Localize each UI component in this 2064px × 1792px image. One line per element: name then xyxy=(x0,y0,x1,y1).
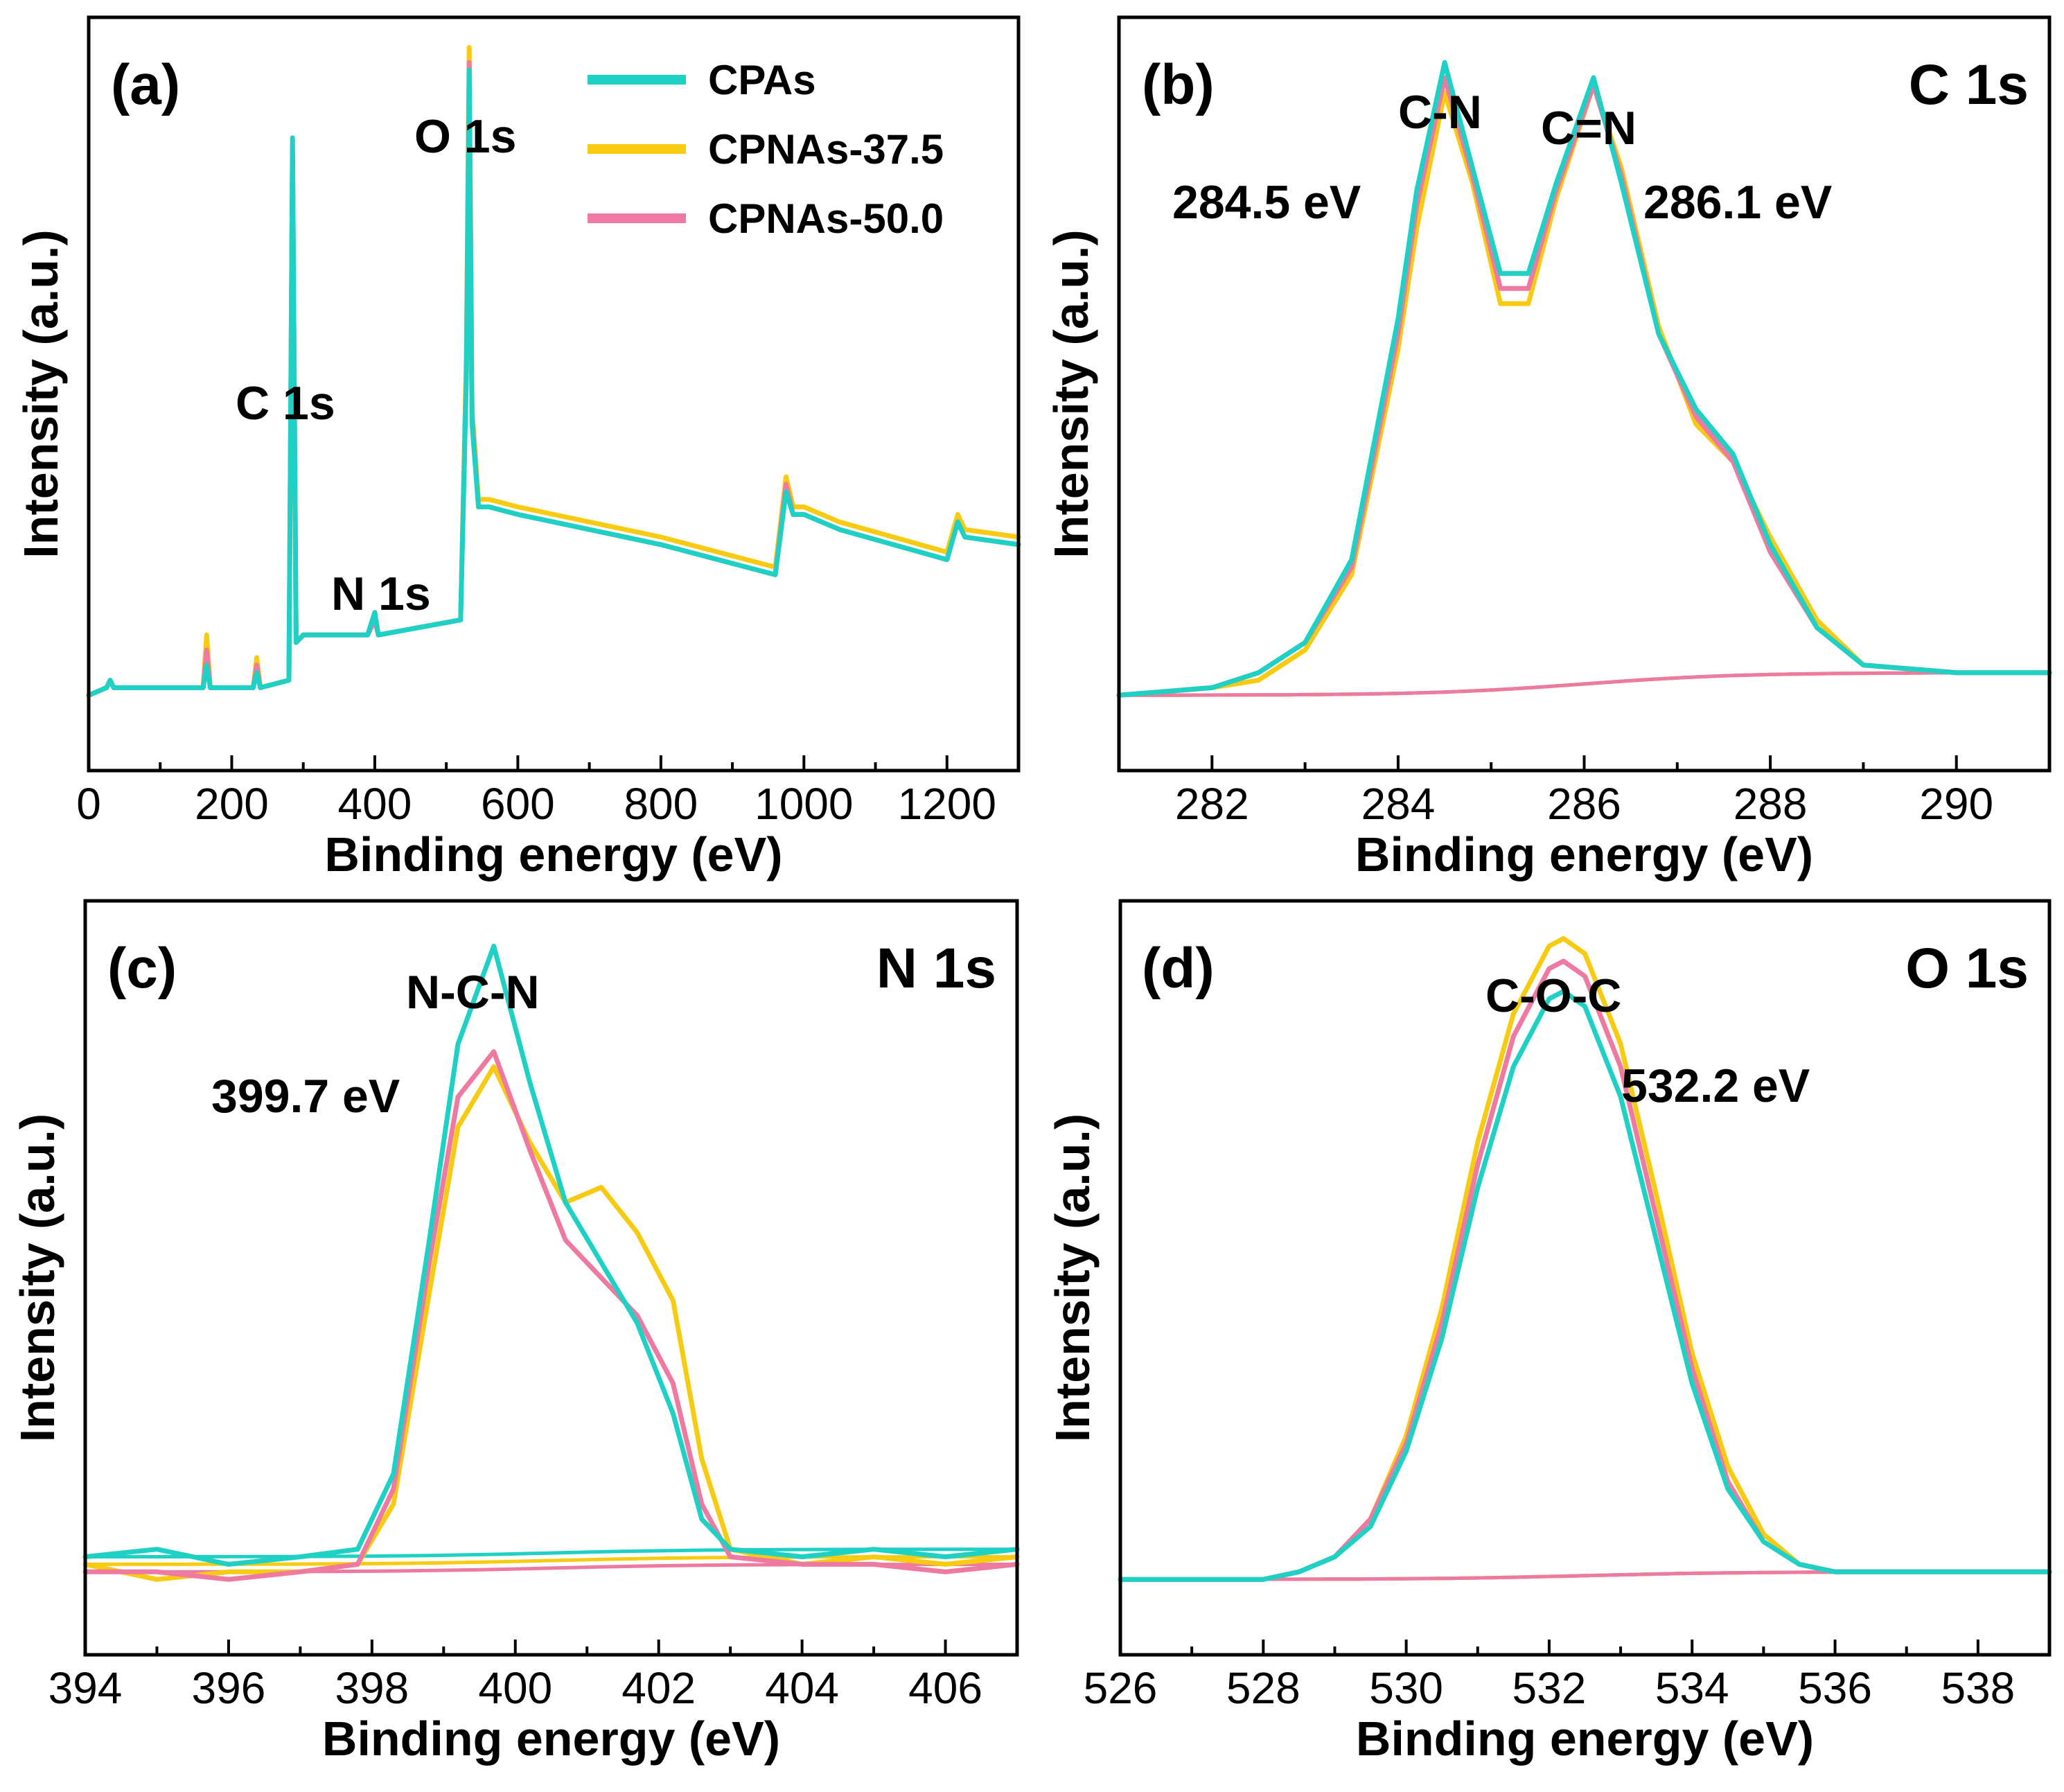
legend-label: CPNAs-37.5 xyxy=(708,126,944,173)
x-tick-label: 286 xyxy=(1547,779,1621,829)
panel-title: C 1s xyxy=(1909,53,2029,116)
x-tick-label: 1200 xyxy=(898,779,996,829)
series-line-cpas xyxy=(82,943,1020,1567)
panel-label: (d) xyxy=(1142,937,1215,1000)
y-axis-label: Intensity (a.u.) xyxy=(14,229,68,558)
x-tick-label: 398 xyxy=(335,1663,409,1713)
panels: 0 200 400 600 800 1000 1200 Binding energy (eV)… xyxy=(10,15,2052,1766)
x-tick-label: 402 xyxy=(621,1663,696,1713)
x-tick-label: 406 xyxy=(908,1663,982,1713)
x-tick-label: 534 xyxy=(1655,1663,1729,1713)
plot-frame xyxy=(87,15,1021,773)
x-tick-label: 396 xyxy=(192,1663,266,1713)
x-tick-label: 200 xyxy=(195,779,269,829)
panel-label: (c) xyxy=(107,937,177,1000)
series-line-cpas xyxy=(1118,989,2052,1582)
x-tick-label: 404 xyxy=(765,1663,839,1713)
plot-frame xyxy=(83,899,1019,1657)
peak-annotation: N-C-N xyxy=(406,966,540,1019)
peak-annotation: 532.2 eV xyxy=(1621,1060,1810,1112)
x-tick-label: 536 xyxy=(1798,1663,1872,1713)
panel-0: 0 200 400 600 800 1000 1200 Binding energy (eV)… xyxy=(14,15,1021,881)
x-tick-label: 0 xyxy=(76,779,101,829)
panel-2: 394 396 398 400 402 404 406 Binding energy (eV)… xyxy=(10,899,1020,1766)
x-axis-label: Binding energy (eV) xyxy=(324,827,782,881)
x-tick-label: 528 xyxy=(1226,1663,1300,1713)
x-tick-label: 288 xyxy=(1734,779,1808,829)
series-line-cpas xyxy=(86,67,1021,698)
x-tick-label: 526 xyxy=(1084,1663,1158,1713)
series-line-cpnas-500 xyxy=(82,1049,1020,1582)
peak-annotation: C-N xyxy=(1398,86,1482,139)
x-tick-label: 530 xyxy=(1369,1663,1443,1713)
baseline-cpnas-500 xyxy=(1119,671,2049,697)
x-tick-label: 532 xyxy=(1512,1663,1587,1713)
x-tick-label: 400 xyxy=(478,1663,552,1713)
x-axis-label: Binding energy (eV) xyxy=(1356,1712,1814,1766)
peak-annotation: N 1s xyxy=(331,568,431,620)
y-axis-label: Intensity (a.u.) xyxy=(1046,1114,1100,1442)
x-tick-label: 290 xyxy=(1919,779,1993,829)
series-line-cpas xyxy=(1116,60,2052,698)
panel-title: N 1s xyxy=(876,937,996,1000)
series-line-cpnas-375 xyxy=(1116,82,2052,698)
peak-annotation: 284.5 eV xyxy=(1172,176,1361,229)
panel-label: (b) xyxy=(1142,53,1215,116)
x-tick-label: 538 xyxy=(1941,1663,2015,1713)
peak-annotation: 286.1 eV xyxy=(1643,176,1832,229)
plot-frame xyxy=(1118,899,2052,1657)
x-axis-label: Binding energy (eV) xyxy=(322,1712,780,1766)
peak-annotation: C 1s xyxy=(236,377,335,430)
legend-label: CPAs xyxy=(708,57,816,103)
peak-annotation: C-O-C xyxy=(1485,969,1621,1022)
legend: CPAs CPNAs-37.5 CPNAs-50.0 xyxy=(588,57,944,242)
x-tick-label: 800 xyxy=(624,779,698,829)
x-tick-label: 600 xyxy=(481,779,555,829)
x-tick-label: 1000 xyxy=(755,779,853,829)
legend-label: CPNAs-50.0 xyxy=(708,195,944,242)
peak-annotation: O 1s xyxy=(414,110,516,163)
x-axis-label: Binding energy (eV) xyxy=(1355,827,1813,881)
panel-title: O 1s xyxy=(1905,937,2029,1000)
panel-3: 526 528 530 532 534 536 538 Binding energy (eV)… xyxy=(1046,899,2052,1766)
y-axis-label: Intensity (a.u.) xyxy=(10,1114,64,1442)
peak-annotation: C=N xyxy=(1541,102,1637,155)
peak-annotation: 399.7 eV xyxy=(211,1070,400,1123)
panel-label: (a) xyxy=(111,53,180,116)
panel-1: 282 284 286 288 290 Binding energy (eV) Intens… xyxy=(1044,15,2052,881)
x-tick-label: 400 xyxy=(338,779,412,829)
x-tick-label: 282 xyxy=(1175,779,1249,829)
x-tick-label: 284 xyxy=(1361,779,1436,829)
y-axis-label: Intensity (a.u.) xyxy=(1044,229,1098,558)
x-tick-label: 394 xyxy=(48,1663,123,1713)
